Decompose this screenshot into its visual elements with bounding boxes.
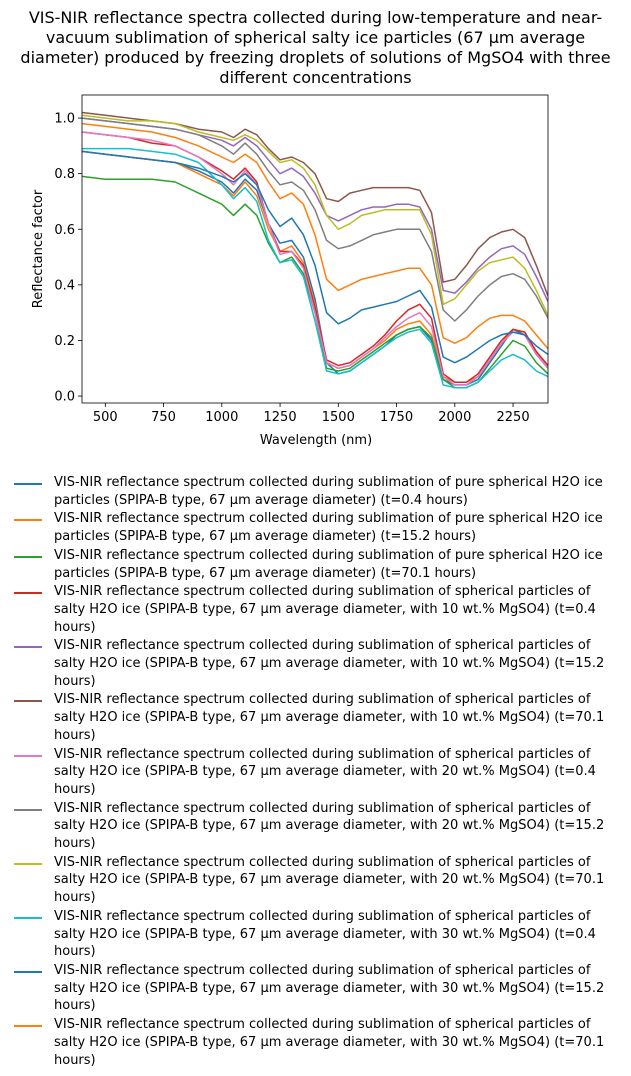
x-tick-label: 1250 xyxy=(264,410,297,425)
series-line xyxy=(82,122,548,350)
legend-swatch xyxy=(14,1025,42,1028)
legend-entry: VIS-NIR reflectance spectrum collected d… xyxy=(14,474,624,509)
legend-entry: VIS-NIR reflectance spectrum collected d… xyxy=(14,547,624,582)
legend-swatch xyxy=(14,700,42,703)
y-tick-label: 1.0 xyxy=(54,112,75,127)
legend-swatch xyxy=(14,754,42,757)
legend-swatch xyxy=(14,862,42,865)
legend-label: VIS-NIR reflectance spectrum collected d… xyxy=(54,547,603,581)
series-line xyxy=(82,131,548,386)
x-tick-label: 2250 xyxy=(497,410,530,425)
x-tick-label: 1500 xyxy=(322,410,355,425)
legend-entry: VIS-NIR reflectance spectrum collected d… xyxy=(14,691,624,744)
legend-entry: VIS-NIR reflectance spectrum collected d… xyxy=(14,583,624,636)
legend-swatch xyxy=(14,519,42,522)
series-line xyxy=(82,131,548,383)
legend-entry: VIS-NIR reflectance spectrum collected d… xyxy=(14,510,624,545)
legend-label: VIS-NIR reflectance spectrum collected d… xyxy=(54,962,605,1014)
legend-entry: VIS-NIR reflectance spectrum collected d… xyxy=(14,637,624,690)
y-tick-label: 0.4 xyxy=(54,278,75,293)
y-tick-label: 0.8 xyxy=(54,167,75,182)
x-tick-label: 750 xyxy=(151,410,176,425)
series-line xyxy=(82,147,548,389)
legend-swatch xyxy=(14,592,42,595)
legend-entry: VIS-NIR reflectance spectrum collected d… xyxy=(14,908,624,961)
y-tick-label: 0.2 xyxy=(54,334,75,349)
y-tick-label: 0.6 xyxy=(54,223,75,238)
legend-entry: VIS-NIR reflectance spectrum collected d… xyxy=(14,800,624,853)
legend-swatch xyxy=(14,555,42,558)
legend-entry: VIS-NIR reflectance spectrum collected d… xyxy=(14,962,624,1015)
y-axis-label: Reflectance factor xyxy=(31,189,46,308)
legend-label: VIS-NIR reflectance spectrum collected d… xyxy=(54,800,605,852)
series-line xyxy=(82,111,548,297)
legend: VIS-NIR reflectance spectrum collected d… xyxy=(14,474,624,1070)
legend-swatch xyxy=(14,808,42,811)
legend-entry: VIS-NIR reflectance spectrum collected d… xyxy=(14,854,624,907)
series-line xyxy=(82,150,548,364)
plot-lines xyxy=(82,111,548,389)
legend-swatch xyxy=(14,646,42,649)
x-axis-label: Wavelength (nm) xyxy=(260,433,372,448)
legend-label: VIS-NIR reflectance spectrum collected d… xyxy=(54,584,596,635)
plot-frame xyxy=(81,94,549,404)
series-line xyxy=(82,117,548,302)
chart: Wavelength (nm) Reflectance factor 500 75… xyxy=(31,94,549,448)
legend-label: VIS-NIR reflectance spectrum collected d… xyxy=(54,746,596,797)
legend-label: VIS-NIR reflectance spectrum collected d… xyxy=(54,908,596,960)
legend-label: VIS-NIR reflectance spectrum collected d… xyxy=(54,511,603,545)
legend-entry: VIS-NIR reflectance spectrum collected d… xyxy=(14,746,624,799)
series-line xyxy=(82,117,548,322)
legend-swatch xyxy=(14,483,42,485)
legend-label: VIS-NIR reflectance spectrum collected d… xyxy=(54,1017,605,1068)
legend-swatch xyxy=(14,970,42,973)
legend-label: VIS-NIR reflectance spectrum collected d… xyxy=(54,692,605,743)
legend-entry: VIS-NIR reflectance spectrum collected d… xyxy=(14,1016,624,1069)
legend-label: VIS-NIR reflectance spectrum collected d… xyxy=(54,638,605,689)
series-line xyxy=(82,175,548,389)
legend-label: VIS-NIR reflectance spectrum collected d… xyxy=(54,854,605,906)
x-tick-label: 2000 xyxy=(438,410,471,425)
legend-label: VIS-NIR reflectance spectrum collected d… xyxy=(54,475,603,508)
series-line xyxy=(82,114,548,316)
y-tick-label: 0.0 xyxy=(54,390,75,405)
chart-title: VIS-NIR reflectance spectra collected du… xyxy=(20,8,611,87)
legend-swatch xyxy=(14,916,42,919)
x-tick-label: 1000 xyxy=(205,410,238,425)
x-tick-label: 500 xyxy=(93,410,118,425)
x-tick-label: 1750 xyxy=(380,410,413,425)
